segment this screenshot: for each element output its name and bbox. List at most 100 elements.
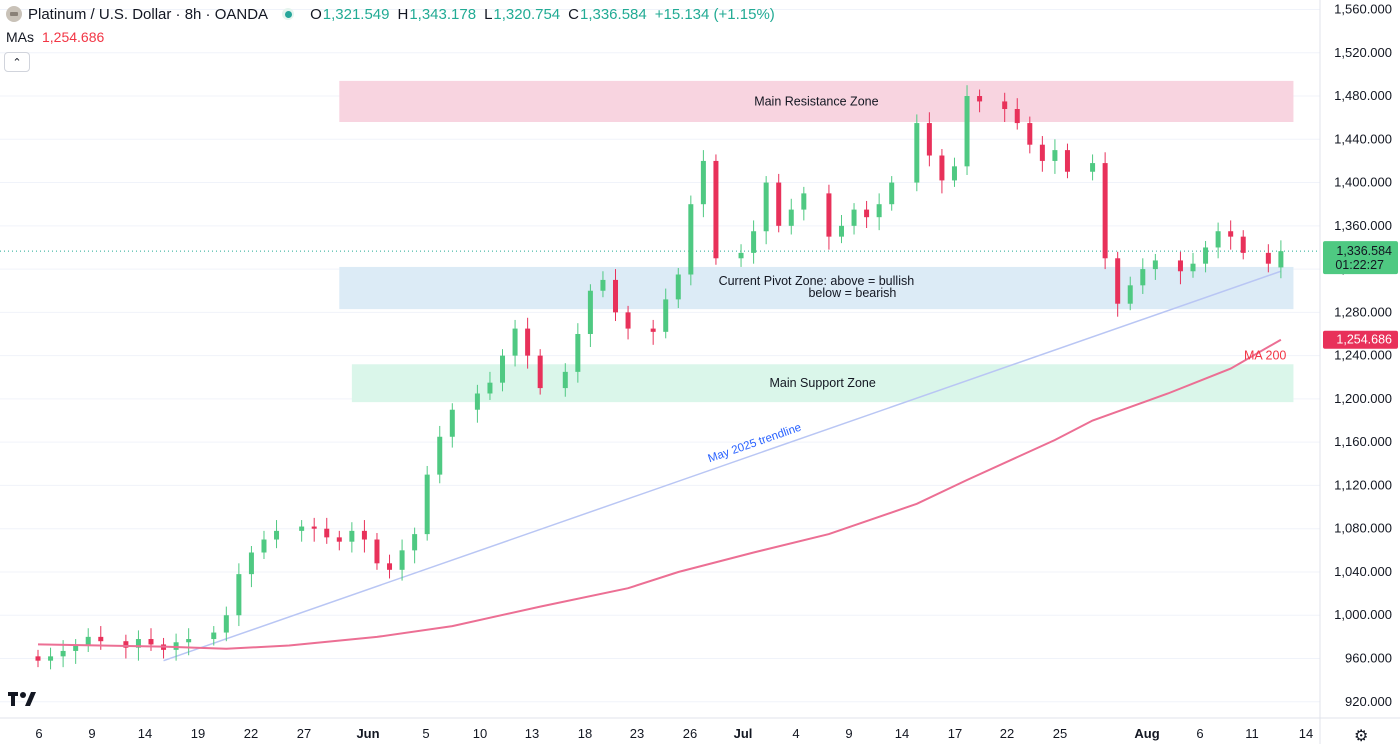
candle-body	[311, 526, 317, 529]
close-label: C	[568, 5, 579, 23]
candle	[474, 384, 480, 423]
candle	[1177, 251, 1183, 285]
candle-body	[1052, 150, 1058, 161]
y-tick-label: 960.000	[1345, 651, 1392, 666]
high-value: 1,343.178	[409, 5, 477, 23]
zone-label: below = bearish	[808, 286, 896, 300]
candle-body	[336, 537, 342, 542]
candle-body	[186, 639, 192, 643]
y-tick-label: 1,560.000	[1334, 1, 1392, 16]
candle	[311, 517, 317, 542]
candle-body	[663, 299, 669, 332]
x-tick-label: Jul	[734, 726, 753, 741]
candle	[801, 186, 807, 221]
candle	[399, 539, 405, 581]
candle-body	[1090, 163, 1096, 172]
candle	[1140, 258, 1146, 294]
y-tick-label: 1,440.000	[1334, 131, 1392, 146]
candle	[1278, 240, 1284, 279]
candle-body	[1278, 251, 1284, 268]
candle	[851, 203, 857, 235]
candle	[500, 349, 506, 392]
candle	[587, 284, 593, 347]
candle-body	[211, 632, 217, 640]
candle-body	[424, 474, 430, 535]
candle	[412, 527, 418, 564]
y-tick-label: 1,400.000	[1334, 175, 1392, 190]
candle-body	[1039, 144, 1045, 161]
candle	[964, 85, 970, 175]
candle-body	[738, 252, 744, 259]
candle-body	[600, 279, 606, 291]
y-tick-label: 1,080.000	[1334, 521, 1392, 536]
x-tick-label: 23	[630, 726, 644, 741]
candle	[35, 649, 41, 668]
candle	[1102, 152, 1108, 270]
candle-body	[1027, 123, 1033, 145]
ma-200-line	[37, 338, 1282, 650]
low-value: 1,320.754	[493, 5, 561, 23]
x-tick-label: 6	[35, 726, 42, 741]
ma-price-value: 1,254.686	[1336, 333, 1392, 347]
candle	[336, 530, 342, 551]
candle-body	[98, 636, 104, 642]
candle	[826, 184, 832, 250]
market-status-icon[interactable]	[282, 8, 295, 20]
candle	[562, 363, 568, 397]
y-tick-label: 1,160.000	[1334, 434, 1392, 449]
x-tick-label: 5	[422, 726, 429, 741]
zone-label: Current Pivot Zone: above = bullish	[719, 274, 915, 288]
candle	[939, 149, 945, 194]
symbol-header: Platinum / U.S. Dollar · 8h · OANDA O 1,3…	[6, 4, 783, 24]
bar-countdown: 01:22:27	[1335, 258, 1384, 272]
candle	[525, 317, 531, 369]
candle-body	[1177, 260, 1183, 272]
zone-label: Main Resistance Zone	[754, 94, 878, 108]
candle-body	[148, 639, 154, 645]
candle-body	[776, 182, 782, 226]
candle	[324, 517, 330, 544]
candle	[864, 200, 870, 228]
indicator-legend[interactable]: MAs 1,254.686	[6, 29, 104, 45]
candle-body	[977, 96, 983, 102]
candle-body	[361, 530, 367, 540]
x-tick-label: 26	[683, 726, 697, 741]
candle-body	[613, 279, 619, 313]
x-tick-label: 18	[578, 726, 592, 741]
candle-body	[876, 204, 882, 218]
x-tick-label: 10	[473, 726, 487, 741]
candle-body	[487, 382, 493, 394]
candle	[1203, 240, 1209, 273]
candle	[1190, 252, 1196, 278]
last-price-badge-bg	[1323, 241, 1398, 275]
candle-body	[688, 204, 694, 275]
symbol-title[interactable]: Platinum / U.S. Dollar · 8h · OANDA	[28, 5, 269, 23]
indicator-name: MAs	[6, 29, 34, 45]
candle	[1127, 276, 1133, 311]
tradingview-logo-icon[interactable]	[8, 690, 40, 708]
candle-body	[751, 231, 757, 253]
candle-body	[537, 355, 543, 389]
candle-body	[713, 160, 719, 259]
candle	[148, 628, 154, 651]
candle-body	[650, 328, 656, 332]
candle	[161, 637, 167, 659]
candle	[776, 173, 782, 233]
x-tick-label: 14	[138, 726, 152, 741]
candle	[625, 305, 631, 340]
candle	[387, 554, 393, 579]
platinum-symbol-icon	[6, 6, 22, 22]
candle-body	[889, 182, 895, 205]
candle-body	[274, 530, 280, 540]
x-tick-label: Jun	[356, 726, 379, 741]
collapse-legend-button[interactable]: ⌃	[4, 52, 30, 72]
candle-body	[73, 645, 79, 651]
candle-body	[1265, 252, 1271, 264]
candle-body	[1152, 260, 1158, 270]
candle	[1215, 222, 1221, 259]
candle-body	[625, 312, 631, 329]
gear-icon[interactable]: ⚙	[1354, 728, 1369, 745]
candle	[688, 195, 694, 286]
